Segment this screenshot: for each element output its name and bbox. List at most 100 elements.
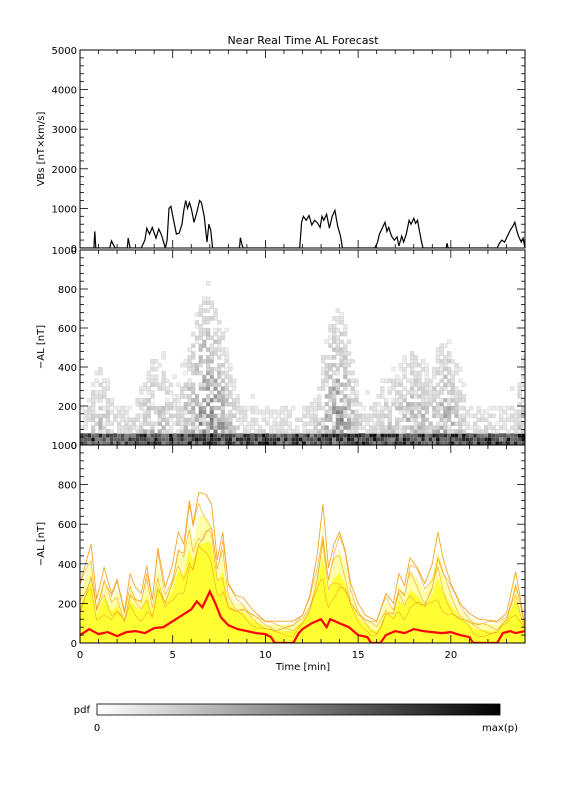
heatmap-cell [205, 413, 211, 419]
heatmap-cell [135, 413, 140, 419]
heatmap-cell [105, 405, 111, 411]
heatmap-cell [524, 394, 525, 399]
heatmap-cell [461, 421, 467, 426]
heatmap-cell [131, 437, 137, 442]
heatmap-cell [191, 351, 196, 356]
heatmap-cell [372, 413, 378, 419]
heatmap-cell [142, 421, 148, 426]
heatmap-cell [235, 394, 240, 399]
heatmap-cell [198, 324, 203, 329]
heatmap-cell [224, 429, 229, 434]
heatmap-cell [450, 382, 455, 387]
heatmap-cell [358, 425, 363, 430]
heatmap-cell [343, 405, 348, 411]
heatmap-cell [506, 413, 511, 419]
heatmap-cell [131, 421, 137, 426]
heatmap-cell [250, 433, 255, 438]
heatmap-cell [198, 363, 203, 368]
heatmap-cell [91, 417, 96, 423]
heatmap-cell [183, 405, 188, 411]
heatmap-cell [283, 405, 289, 411]
heatmap-cell [91, 413, 96, 419]
heatmap-cell [272, 433, 277, 438]
heatmap-cell [421, 433, 426, 438]
heatmap-cell [217, 355, 222, 360]
heatmap-cell [398, 405, 404, 411]
y-tick-label: 400 [58, 560, 77, 571]
heatmap-cell [450, 370, 455, 376]
heatmap-cell [102, 413, 107, 419]
heatmap-cell [94, 378, 99, 384]
heatmap-cell [458, 390, 463, 395]
heatmap-cell [172, 437, 177, 442]
heatmap-cell [524, 417, 525, 423]
heatmap-cell [439, 421, 444, 426]
heatmap-cell [131, 433, 137, 438]
heatmap-cell [320, 425, 326, 430]
heatmap-cell [447, 405, 452, 411]
heatmap-cell [324, 370, 329, 376]
heatmap-cell [313, 429, 318, 434]
heatmap-cell [335, 378, 340, 384]
heatmap-cell [398, 409, 404, 415]
heatmap-cell [213, 425, 218, 430]
heatmap-cell [435, 394, 441, 399]
heatmap-cell [298, 417, 303, 423]
heatmap-cell [398, 394, 404, 399]
heatmap-cell [146, 405, 151, 411]
heatmap-cell [91, 398, 96, 403]
heatmap-cell [231, 429, 237, 434]
heatmap-cell [510, 386, 515, 391]
heatmap-cell [524, 398, 525, 403]
x-tick-label: 20 [444, 650, 457, 661]
heatmap-cell [469, 425, 474, 430]
heatmap-cell [205, 281, 211, 286]
heatmap-cell [205, 394, 211, 399]
heatmap-cell [413, 417, 418, 423]
heatmap-cell [439, 359, 444, 364]
heatmap-cell [80, 405, 85, 411]
heatmap-cell [198, 370, 203, 376]
heatmap-cell [439, 366, 444, 372]
heatmap-cell [328, 386, 333, 391]
heatmap-cell [513, 413, 518, 419]
heatmap-cell [461, 382, 467, 387]
heatmap-cell [517, 409, 522, 415]
heatmap-cell [328, 374, 333, 380]
heatmap-cell [398, 433, 404, 438]
heatmap-cell [272, 425, 277, 430]
heatmap-cell [231, 382, 237, 387]
heatmap-cell [313, 409, 318, 415]
al-forecast-series [80, 491, 525, 643]
heatmap-cell [231, 386, 237, 391]
heatmap-cell [435, 409, 441, 415]
heatmap-cell [220, 390, 226, 395]
heatmap-cell [406, 390, 411, 395]
heatmap-cell [272, 421, 277, 426]
heatmap-cell [435, 390, 441, 395]
time-xlabel: Time [min] [275, 662, 330, 673]
heatmap-cell [105, 409, 111, 415]
heatmap-cell [180, 409, 185, 415]
heatmap-cell [309, 417, 315, 423]
heatmap-cell [498, 413, 504, 419]
heatmap-cell [124, 417, 129, 423]
heatmap-cell [220, 413, 226, 419]
heatmap-cell [220, 433, 226, 438]
heatmap-cell [243, 417, 248, 423]
heatmap-cell [283, 433, 289, 438]
heatmap-cell [128, 437, 133, 442]
heatmap-cell [376, 394, 381, 399]
heatmap-cell [213, 386, 218, 391]
heatmap-cell [424, 390, 429, 395]
heatmap-cell [524, 429, 525, 434]
heatmap-cell [402, 394, 407, 399]
heatmap-cell [335, 405, 340, 411]
heatmap-cell [495, 433, 500, 438]
heatmap-cell [447, 433, 452, 438]
heatmap-cell [113, 437, 118, 442]
heatmap-cell [269, 409, 274, 415]
heatmap-cell [343, 331, 348, 337]
heatmap-cell [228, 394, 233, 399]
